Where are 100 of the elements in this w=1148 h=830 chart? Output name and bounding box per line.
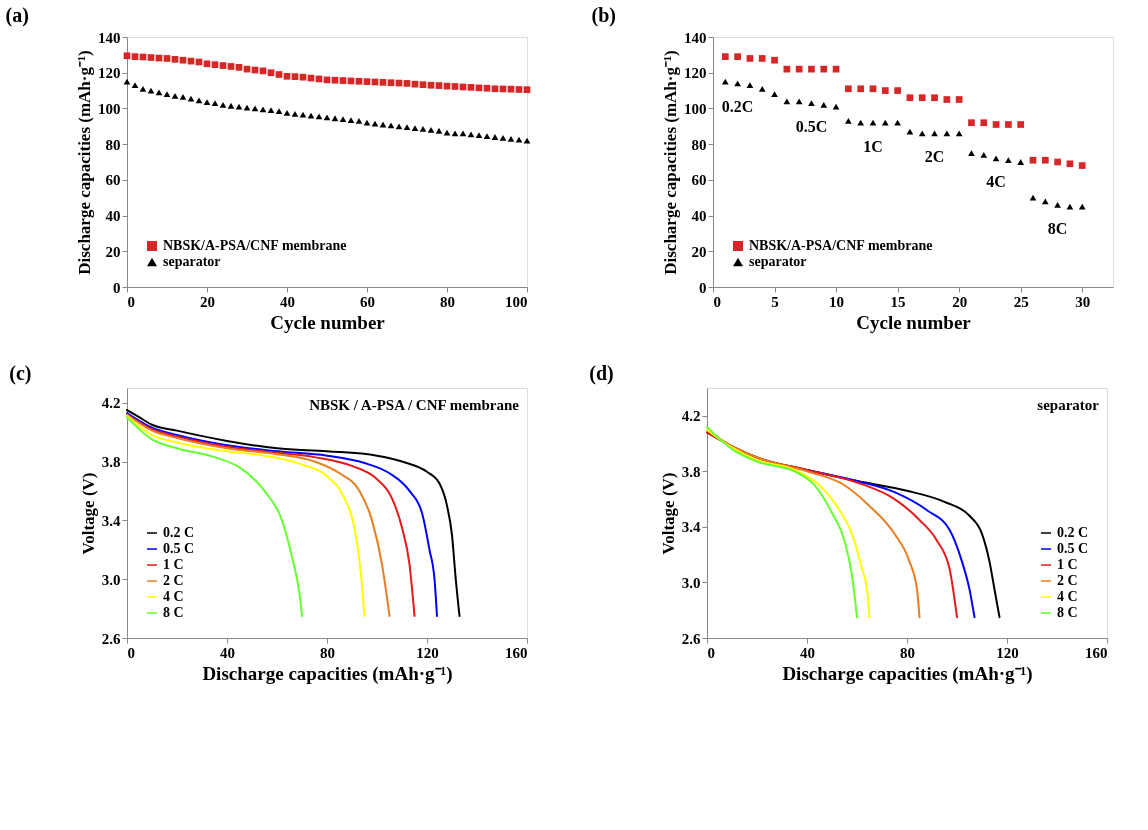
point: [235, 103, 243, 110]
y-tick-label: 3.0: [681, 574, 701, 591]
line-series: [126, 416, 303, 617]
y-tick-label: 2.6: [101, 630, 121, 647]
point: [187, 95, 195, 102]
point: [123, 78, 131, 85]
point: [283, 72, 291, 80]
y-tick-label: 40: [105, 208, 121, 225]
x-tick-label: 160: [1085, 644, 1108, 661]
y-axis-title: Discharge capacities (mAh·g⁻¹): [75, 50, 94, 275]
point: [291, 73, 299, 80]
point: [1054, 158, 1061, 166]
point: [734, 53, 741, 60]
x-tick-label: 120: [416, 644, 439, 661]
legend-label: 0.2 C: [1057, 525, 1089, 540]
annotation: 8C: [1047, 219, 1068, 237]
y-tick-label: 3.8: [681, 463, 701, 480]
point: [171, 55, 179, 63]
point: [906, 128, 914, 135]
point: [857, 119, 865, 126]
x-tick-label: 15: [890, 293, 906, 310]
x-tick-label: 80: [440, 293, 455, 310]
point: [1005, 121, 1012, 128]
y-tick-label: 3.4: [101, 512, 121, 529]
point: [483, 133, 491, 140]
point: [1005, 157, 1012, 164]
point: [1066, 160, 1074, 168]
y-tick-label: 40: [691, 208, 707, 225]
point: [515, 136, 523, 143]
y-tick-label: 120: [684, 65, 707, 82]
y-tick-label: 60: [105, 172, 121, 189]
y-tick-label: 0: [113, 279, 121, 296]
point: [491, 85, 499, 93]
point: [299, 73, 307, 81]
y-tick-label: 80: [105, 136, 121, 153]
point: [467, 131, 475, 138]
x-tick-label: 40: [220, 644, 235, 661]
point: [783, 65, 791, 73]
x-tick-label: 0: [127, 644, 135, 661]
point: [395, 123, 403, 130]
x-tick-label: 40: [280, 293, 295, 310]
point: [147, 54, 155, 61]
point: [758, 85, 766, 92]
point: [331, 76, 339, 84]
point: [808, 65, 815, 73]
point: [894, 87, 901, 94]
point: [323, 114, 331, 121]
point: [499, 134, 507, 141]
point: [163, 55, 171, 62]
y-tick-label: 80: [691, 136, 707, 153]
point: [1041, 156, 1049, 164]
point: [419, 126, 427, 132]
point: [1041, 198, 1049, 205]
point: [894, 119, 901, 126]
point: [435, 127, 443, 134]
point: [1029, 156, 1037, 164]
point: [1078, 162, 1086, 169]
point: [259, 106, 267, 113]
legend-label: 2 C: [163, 573, 184, 588]
point: [347, 117, 355, 123]
point: [363, 119, 371, 126]
chart-title: (d): [589, 362, 614, 385]
point: [746, 55, 754, 62]
point: [507, 135, 515, 142]
point: [427, 81, 435, 89]
point: [355, 118, 363, 124]
point: [721, 78, 729, 85]
point: [968, 150, 975, 156]
point: [881, 87, 889, 94]
point: [267, 107, 275, 114]
point: [980, 119, 988, 127]
point: [139, 85, 147, 92]
point: [275, 108, 283, 115]
point: [955, 96, 963, 103]
y-tick-label: 4.2: [681, 408, 701, 425]
legend-label: 0.5 C: [163, 541, 195, 556]
point: [980, 151, 988, 158]
point: [179, 56, 187, 64]
point: [203, 60, 211, 68]
legend-label: 8 C: [1057, 605, 1078, 620]
point: [451, 83, 459, 90]
x-axis-title: Cycle number: [270, 311, 386, 333]
x-axis-title: Discharge capacities (mAh·g⁻¹): [202, 662, 453, 685]
point: [931, 94, 938, 102]
point: [131, 82, 139, 89]
point: [211, 100, 219, 106]
point: [403, 80, 411, 87]
point: [219, 101, 227, 108]
annotation: 0.2C: [721, 98, 754, 116]
point: [467, 84, 475, 91]
point: [918, 130, 926, 137]
y-tick-label: 20: [105, 243, 121, 260]
point: [515, 86, 523, 93]
point: [339, 116, 347, 123]
point: [483, 84, 491, 92]
point: [339, 77, 347, 84]
point: [820, 65, 828, 73]
point: [783, 98, 791, 105]
y-tick-label: 3.8: [101, 454, 121, 471]
x-tick-label: 10: [829, 293, 845, 310]
